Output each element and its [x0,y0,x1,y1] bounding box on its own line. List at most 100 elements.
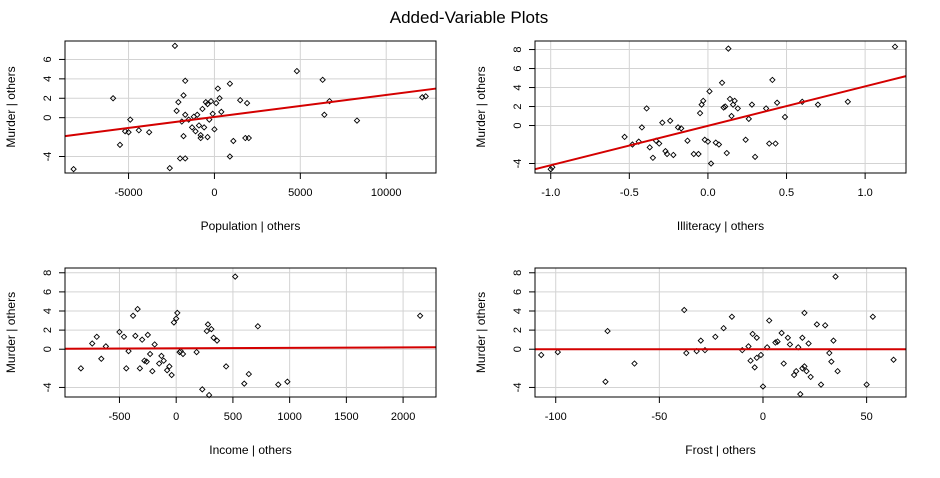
x-tick-label: -1.0 [541,187,560,199]
data-point [712,139,720,146]
data-point [195,122,203,129]
y-tick-label: 8 [512,270,524,276]
y-tick-label: 0 [512,122,524,128]
x-axis-label: Population | others [201,219,301,233]
data-point [416,312,424,320]
data-point [193,348,200,356]
data-point [199,386,206,393]
data-point [138,336,146,343]
data-point [699,97,707,105]
data-point [728,112,735,120]
data-point [749,330,756,338]
x-tick-label: 0 [211,187,217,199]
data-point [146,350,154,358]
data-point [659,119,666,126]
data-point [646,144,653,151]
data-point [173,107,180,115]
data-point [293,67,301,75]
data-point [772,140,779,147]
data-point [163,367,171,374]
data-point [135,127,143,134]
y-tick-label: 4 [512,84,524,90]
data-point [814,101,822,108]
data-point [690,150,698,158]
data-point [181,77,189,85]
x-tick-label: 10000 [371,187,402,199]
data-point [693,347,700,355]
data-point [830,337,837,344]
data-point [828,358,835,365]
data-point [181,111,189,119]
data-point [832,273,839,280]
data-point [712,333,719,341]
y-tick-label: 2 [42,95,54,101]
data-point [93,333,101,341]
data-point [171,42,179,50]
data-point [77,365,85,372]
x-tick-label: 0 [760,411,766,423]
data-point [715,141,723,148]
data-point [670,151,677,159]
y-tick-label: -4 [42,152,54,162]
data-point [701,136,709,143]
data-point [863,381,870,388]
data-point [353,117,361,124]
y-tick-label: 0 [42,346,54,352]
data-point [799,365,806,372]
data-point [149,367,156,375]
data-point [194,111,201,119]
data-point [422,93,429,100]
data-point [245,370,253,378]
data-point [817,381,825,388]
data-point [88,340,96,347]
y-tick-label: -4 [512,159,524,169]
data-point [680,306,688,314]
data-point [797,390,804,398]
y-tick-label: 2 [512,327,524,333]
data-point [134,305,141,313]
data-point [245,134,253,142]
y-axis-label: Murder | others [4,292,18,373]
data-point [547,165,554,173]
data-point [70,165,77,173]
data-point [168,371,175,379]
data-point [891,43,899,50]
data-point [799,334,806,341]
data-point [602,378,609,385]
data-point [243,99,251,107]
data-point [790,371,798,379]
data-point [696,109,704,117]
data-point [284,378,291,385]
data-point [175,98,182,106]
data-point [204,133,211,141]
x-tick-label: -5000 [114,187,142,199]
data-point [549,164,556,171]
data-point [537,351,545,359]
data-point [635,138,642,145]
x-tick-label: -50 [651,411,667,423]
y-tick-label: -4 [512,383,524,393]
x-axis-label: Illiteracy | others [677,219,764,233]
y-tick-label: 4 [42,308,54,314]
y-tick-label: 0 [512,346,524,352]
data-point [792,367,800,375]
data-point [774,338,781,345]
data-point [172,315,180,322]
x-tick-label: -100 [545,411,567,423]
data-point [230,137,237,145]
data-point [216,95,223,102]
data-point [554,348,562,356]
x-tick-label: 50 [860,411,872,423]
data-point [200,124,208,131]
data-point [222,363,230,370]
data-point [321,111,328,119]
data-point [765,140,773,147]
data-point [166,363,173,370]
data-point [748,101,756,108]
data-point [203,327,211,335]
x-tick-label: 1000 [277,411,301,423]
panel-2: -1.0 -0.5 0.0 0.5 1.0 -4 0 2 4 6 8 Illiteracy | oth… [474,40,907,233]
data-point [720,324,727,332]
data-point [207,97,215,105]
x-tick-label: 0.0 [700,187,715,199]
